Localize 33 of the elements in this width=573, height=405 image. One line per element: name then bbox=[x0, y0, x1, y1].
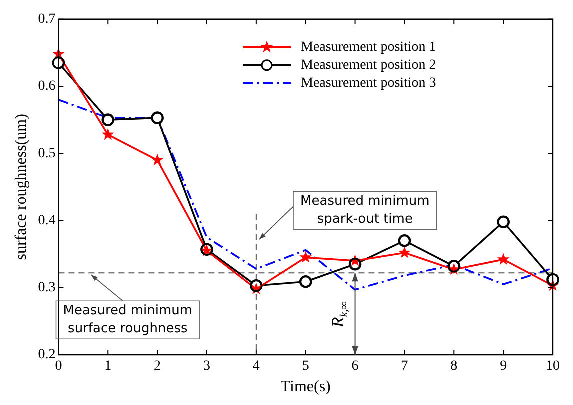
x-axis-title: Time(s) bbox=[280, 378, 331, 396]
x-tick-label: 0 bbox=[55, 359, 62, 374]
y-tick-label: 0.6 bbox=[38, 79, 56, 94]
point bbox=[497, 253, 510, 265]
annotation: Rk,∞ bbox=[328, 302, 350, 329]
x-tick-label: 3 bbox=[203, 359, 210, 374]
y-tick-label: 0.3 bbox=[38, 280, 56, 296]
x-tick-label: 10 bbox=[546, 359, 560, 374]
point bbox=[102, 128, 114, 140]
y-tick-label: 0.4 bbox=[38, 213, 56, 228]
legend-label: Measurement position 2 bbox=[301, 58, 436, 74]
line-series bbox=[58, 99, 553, 291]
x-tick-label: 8 bbox=[450, 359, 458, 374]
x-tick-label: 9 bbox=[500, 359, 508, 374]
x-tick-label: 2 bbox=[154, 359, 162, 374]
annotation: Measured minimum spark-out time bbox=[300, 194, 430, 228]
point bbox=[52, 56, 66, 70]
legend-label: Measurement position 3 bbox=[301, 76, 436, 92]
y-tick-label: 0.2 bbox=[38, 348, 56, 363]
x-tick-label: 1 bbox=[104, 359, 112, 374]
x-tick-label: 4 bbox=[252, 359, 260, 374]
x-tick-label: 5 bbox=[302, 359, 310, 374]
y-axis-title: surface roughness(um) bbox=[12, 114, 30, 260]
point bbox=[398, 246, 411, 258]
x-tick-label: 7 bbox=[401, 359, 408, 374]
point bbox=[300, 251, 312, 263]
x-tick-label: 6 bbox=[352, 359, 359, 374]
y-tick-label: 0.5 bbox=[38, 146, 56, 162]
point bbox=[151, 154, 164, 166]
annotation: Measured minimum surface roughness bbox=[63, 303, 193, 336]
point bbox=[546, 273, 560, 286]
legend-label: Measurement position 1 bbox=[301, 40, 436, 56]
y-tick-label: 0.7 bbox=[38, 12, 56, 28]
